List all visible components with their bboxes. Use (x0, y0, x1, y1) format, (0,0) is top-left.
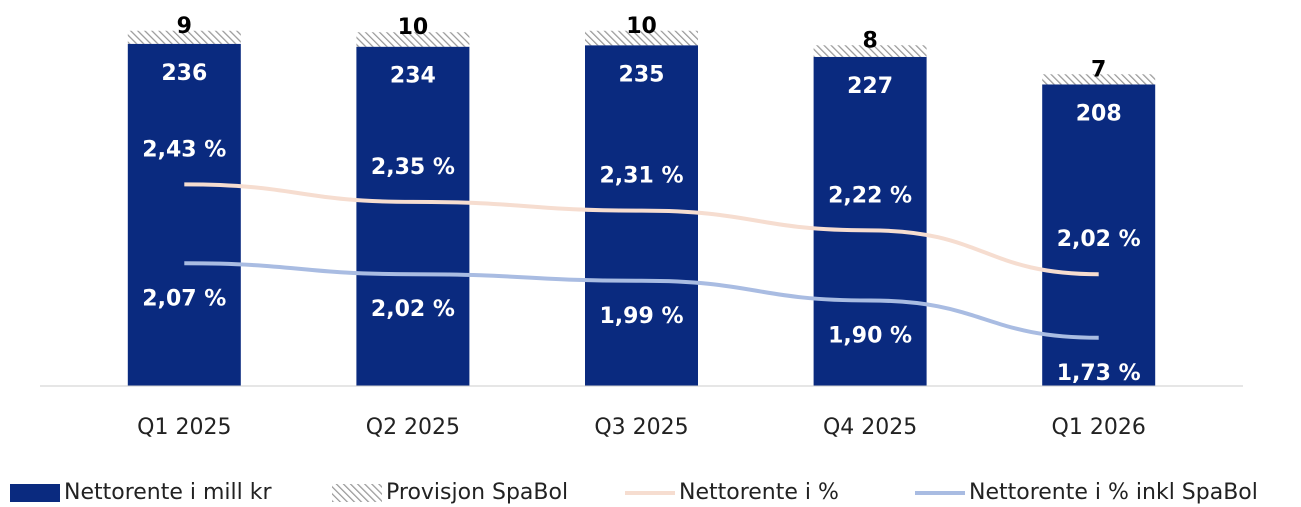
legend-label: Nettorente i % inkl SpaBol (969, 480, 1258, 505)
legend-label: Nettorente i % (679, 480, 839, 505)
data-label: 235 (619, 62, 665, 87)
data-label: 10 (626, 14, 657, 39)
data-label: 8 (862, 28, 877, 53)
legend-swatch (10, 484, 60, 502)
x-tick-label: Q1 2026 (1052, 415, 1146, 440)
data-label: 1,73 % (1057, 361, 1141, 386)
data-label: 208 (1076, 101, 1122, 126)
legend-label: Nettorente i mill kr (64, 480, 273, 505)
bar-segment (585, 45, 698, 386)
data-label: 2,07 % (142, 286, 226, 311)
data-label: 9 (177, 14, 192, 39)
data-label: 2,22 % (828, 183, 912, 208)
bar-segment (356, 32, 470, 47)
bar-segment (127, 30, 241, 44)
x-tick-label: Q1 2025 (137, 415, 231, 440)
data-label: 2,43 % (142, 137, 226, 162)
data-label: 1,90 % (828, 324, 912, 349)
legend-label: Provisjon SpaBol (386, 480, 568, 505)
data-label: 2,02 % (1057, 227, 1141, 252)
x-tick-label: Q2 2025 (366, 415, 460, 440)
data-label: 10 (398, 15, 429, 40)
data-label: 1,99 % (600, 304, 684, 329)
data-label: 234 (390, 64, 436, 89)
data-label: 2,02 % (371, 297, 455, 322)
data-label: 7 (1091, 57, 1106, 82)
line-series (184, 261, 1099, 340)
x-tick-label: Q4 2025 (823, 415, 917, 440)
legend-swatch (332, 484, 382, 502)
bar-segment (127, 43, 241, 387)
data-label: 2,31 % (600, 164, 684, 189)
bar-segment (585, 30, 698, 46)
bar-segment (1042, 74, 1156, 85)
bar-segment (813, 45, 927, 57)
data-label: 236 (161, 61, 207, 86)
bar-segment (813, 56, 927, 386)
data-label: 227 (847, 74, 893, 99)
data-label: 2,35 % (371, 155, 455, 180)
x-tick-label: Q3 2025 (594, 415, 688, 440)
line-series (184, 182, 1099, 277)
bar-segment (356, 46, 470, 386)
